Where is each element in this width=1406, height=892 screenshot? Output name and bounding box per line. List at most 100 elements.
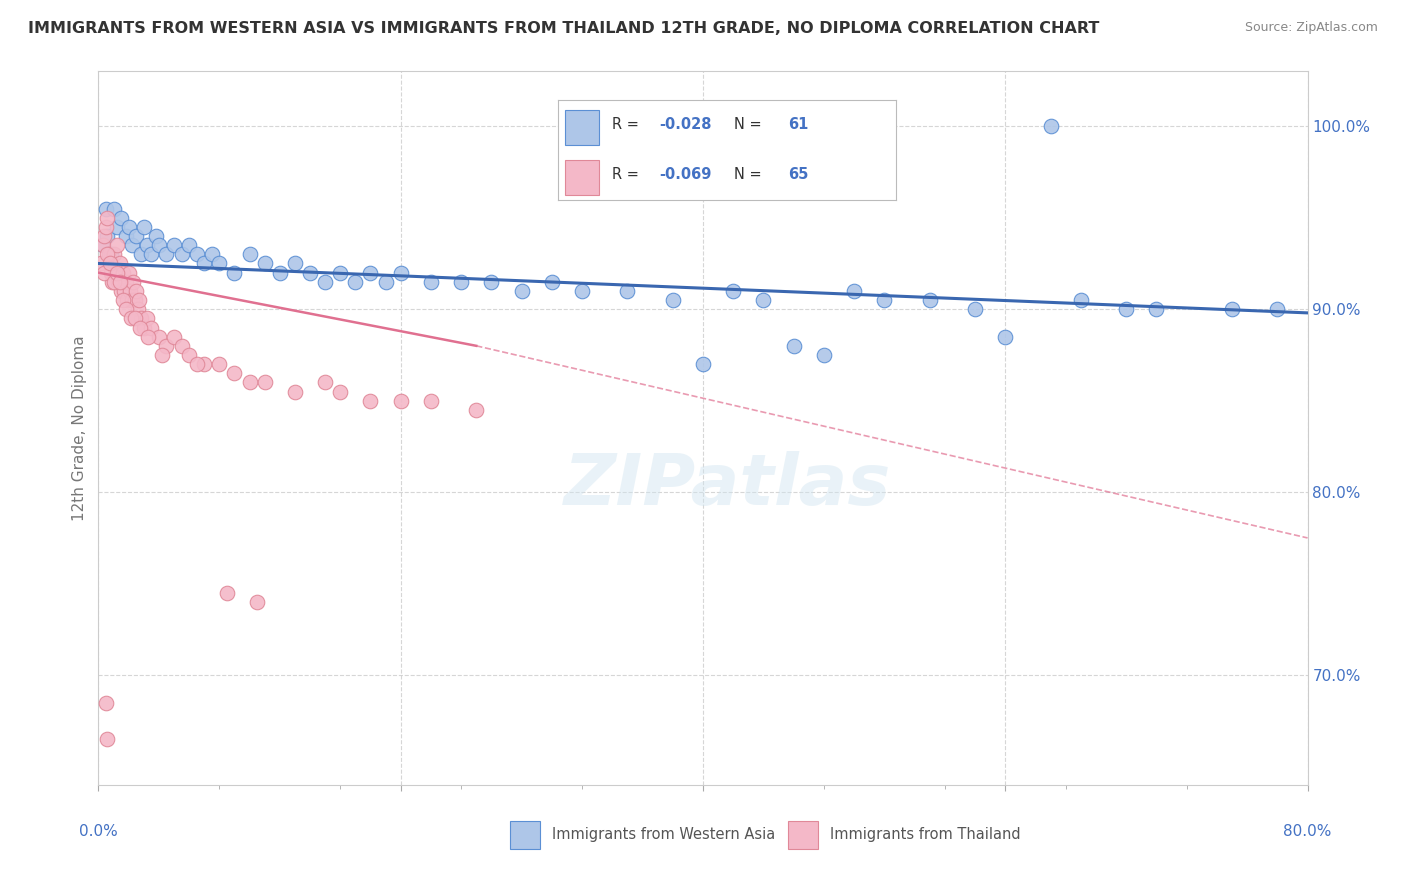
Point — [110, 211, 132, 225]
Point — [170, 339, 193, 353]
Point — [110, 284, 132, 298]
Point — [100, 266, 122, 280]
Point — [125, 284, 148, 298]
Point — [571, 284, 593, 298]
Point — [163, 329, 186, 343]
Point — [374, 275, 396, 289]
Point — [193, 357, 215, 371]
Bar — [509, 821, 540, 849]
Text: 0.0%: 0.0% — [79, 824, 118, 838]
Point — [98, 247, 121, 261]
Text: IMMIGRANTS FROM WESTERN ASIA VS IMMIGRANTS FROM THAILAND 12TH GRADE, NO DIPLOMA : IMMIGRANTS FROM WESTERN ASIA VS IMMIGRAN… — [28, 21, 1099, 36]
Point — [125, 229, 148, 244]
Point — [127, 302, 149, 317]
Point — [783, 339, 806, 353]
Point — [813, 348, 835, 362]
Point — [129, 320, 152, 334]
Point — [239, 376, 262, 390]
Y-axis label: 12th Grade, No Diploma: 12th Grade, No Diploma — [72, 335, 87, 521]
Point — [723, 284, 745, 298]
Point — [1146, 302, 1168, 317]
Point — [132, 219, 155, 234]
Point — [299, 266, 322, 280]
Point — [284, 384, 307, 399]
Point — [103, 275, 125, 289]
Point — [118, 219, 141, 234]
Point — [186, 247, 208, 261]
Point — [105, 219, 128, 234]
Point — [1039, 120, 1062, 134]
Point — [129, 247, 152, 261]
Point — [193, 256, 215, 270]
Point — [104, 266, 127, 280]
Point — [103, 202, 125, 216]
Point — [150, 348, 173, 362]
Point — [314, 376, 336, 390]
Point — [616, 284, 638, 298]
Text: ZIPatlas: ZIPatlas — [564, 450, 891, 520]
Point — [360, 393, 382, 408]
Point — [360, 266, 382, 280]
Point — [155, 339, 177, 353]
Point — [224, 266, 246, 280]
Point — [692, 357, 714, 371]
Bar — [787, 821, 818, 849]
Point — [98, 256, 121, 270]
Point — [163, 238, 186, 252]
Point — [389, 393, 412, 408]
Point — [1115, 302, 1137, 317]
Point — [1267, 302, 1289, 317]
Point — [110, 275, 132, 289]
Point — [136, 329, 159, 343]
Point — [91, 238, 114, 252]
Point — [128, 293, 150, 307]
Point — [132, 320, 155, 334]
Point — [994, 329, 1017, 343]
Point — [120, 284, 142, 298]
Point — [329, 266, 352, 280]
Point — [111, 266, 134, 280]
Point — [269, 266, 291, 280]
Point — [91, 238, 114, 252]
Point — [107, 275, 129, 289]
Point — [90, 256, 112, 270]
Point — [329, 384, 352, 399]
Point — [215, 586, 238, 600]
Point — [253, 256, 276, 270]
Point — [481, 275, 503, 289]
Point — [94, 202, 117, 216]
Point — [148, 238, 170, 252]
Point — [155, 247, 177, 261]
Point — [121, 293, 143, 307]
Point — [112, 293, 135, 307]
Point — [94, 696, 117, 710]
Point — [179, 238, 201, 252]
Point — [122, 275, 145, 289]
Point — [124, 311, 146, 326]
Point — [420, 393, 443, 408]
Point — [284, 256, 307, 270]
Text: Immigrants from Thailand: Immigrants from Thailand — [830, 828, 1021, 842]
Point — [420, 275, 443, 289]
Point — [170, 247, 193, 261]
Point — [844, 284, 866, 298]
Point — [145, 229, 167, 244]
Point — [118, 266, 141, 280]
Text: 80.0%: 80.0% — [1284, 824, 1331, 838]
Point — [239, 247, 262, 261]
Point — [114, 229, 136, 244]
Point — [105, 266, 128, 280]
Point — [1070, 293, 1092, 307]
Point — [148, 329, 170, 343]
Point — [141, 247, 163, 261]
Point — [752, 293, 775, 307]
Point — [208, 256, 231, 270]
Point — [115, 293, 138, 307]
Point — [344, 275, 367, 289]
Point — [120, 311, 142, 326]
Point — [96, 732, 118, 747]
Point — [873, 293, 896, 307]
Point — [112, 284, 135, 298]
Point — [94, 219, 117, 234]
Point — [918, 293, 941, 307]
